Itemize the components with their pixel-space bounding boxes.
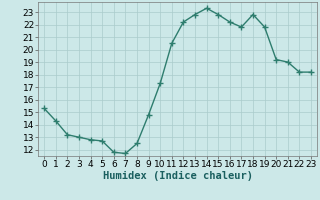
X-axis label: Humidex (Indice chaleur): Humidex (Indice chaleur): [103, 171, 252, 181]
